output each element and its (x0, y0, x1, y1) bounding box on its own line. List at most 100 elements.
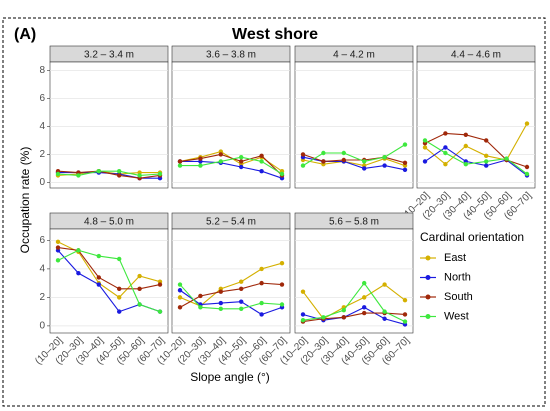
data-point (402, 167, 408, 172)
x-axis-title: Slope angle (°) (190, 370, 270, 384)
data-point (300, 312, 306, 317)
data-point (137, 286, 142, 292)
strip-label: 5.2 – 5.4 m (206, 217, 256, 228)
data-point (218, 152, 223, 157)
y-tick-label: 6 (39, 235, 45, 246)
data-point (382, 316, 387, 321)
y-tick-label: 8 (39, 65, 45, 76)
data-point (55, 245, 61, 250)
data-point (96, 253, 102, 259)
data-point (524, 121, 530, 126)
data-point (524, 171, 530, 177)
series-line (179, 284, 283, 310)
data-point (117, 256, 122, 262)
data-point (259, 280, 264, 286)
legend-label: North (444, 271, 471, 283)
data-point (239, 279, 244, 284)
data-point (117, 169, 122, 174)
data-point (279, 260, 285, 266)
data-point (239, 286, 244, 292)
data-point (341, 157, 346, 163)
series-line (424, 146, 528, 176)
series-line (57, 246, 161, 290)
series-line (57, 170, 161, 176)
data-point (382, 155, 387, 160)
plot-area (294, 61, 414, 189)
chart-title: West shore (232, 26, 318, 43)
data-point (239, 306, 244, 311)
legend-marker (425, 314, 431, 319)
data-point (463, 162, 468, 167)
data-point (524, 164, 530, 170)
data-point (279, 282, 285, 287)
data-point (402, 298, 408, 303)
plot-area (49, 228, 169, 334)
data-point (259, 169, 264, 174)
data-point (177, 282, 183, 287)
frame (2, 17, 546, 407)
legend-marker (425, 275, 431, 280)
data-point (259, 159, 264, 164)
data-point (177, 163, 183, 168)
y-tick-label: 4 (39, 264, 45, 275)
data-point (218, 289, 223, 294)
data-point (239, 299, 244, 304)
data-point (117, 173, 122, 178)
y-tick-label: 6 (39, 93, 45, 104)
data-point (198, 293, 203, 299)
data-point (177, 288, 183, 293)
data-point (341, 315, 346, 320)
series-line (302, 144, 406, 167)
data-point (137, 302, 142, 307)
data-point (259, 312, 264, 317)
data-point (259, 266, 264, 272)
legend-title: Cardinal orientation (420, 230, 524, 244)
data-point (422, 159, 428, 164)
data-point (382, 309, 387, 314)
series-line (57, 249, 161, 313)
data-point (279, 171, 285, 177)
plot-area (171, 228, 291, 334)
series-line (424, 139, 528, 175)
series-line (424, 123, 528, 165)
data-point (76, 173, 81, 178)
y-tick-label: 2 (39, 149, 45, 160)
data-point (300, 163, 306, 168)
panel-label: (A) (14, 26, 36, 43)
strip-label: 4.4 – 4.6 m (451, 50, 501, 61)
y-tick-label: 0 (39, 321, 45, 332)
data-point (300, 152, 306, 157)
data-point (382, 163, 387, 168)
data-point (504, 156, 509, 161)
data-point (362, 295, 367, 300)
data-point (218, 306, 223, 311)
data-point (484, 159, 489, 164)
data-point (96, 282, 102, 287)
data-point (341, 150, 346, 156)
legend-label: South (444, 291, 473, 303)
series-line (302, 158, 406, 167)
data-point (198, 305, 203, 310)
strip-label: 4 – 4.2 m (333, 50, 375, 61)
data-point (463, 143, 468, 149)
series-line (179, 262, 283, 307)
data-point (443, 145, 448, 150)
data-point (96, 275, 102, 280)
data-point (218, 159, 223, 164)
data-point (157, 309, 163, 314)
data-point (137, 273, 142, 279)
data-point (137, 173, 142, 178)
strip-label: 3.2 – 3.4 m (84, 50, 134, 61)
legend-marker (425, 294, 431, 300)
series-line (302, 153, 406, 164)
data-point (402, 312, 408, 317)
series-line (302, 282, 406, 323)
data-point (402, 142, 408, 147)
data-point (259, 300, 264, 306)
data-point (177, 295, 183, 300)
legend-marker (425, 255, 431, 261)
y-tick-label: 4 (39, 121, 45, 132)
data-point (484, 163, 489, 168)
data-point (300, 317, 306, 323)
